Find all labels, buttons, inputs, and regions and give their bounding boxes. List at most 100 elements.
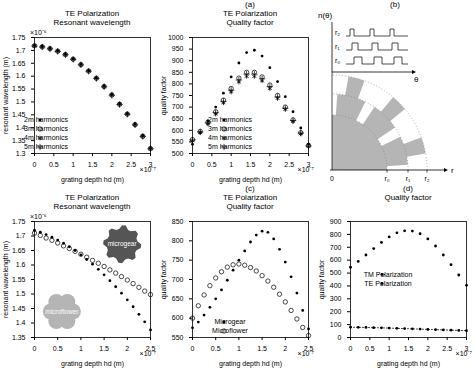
- svg-text:resonant wavelength (m): resonant wavelength (m): [2, 241, 10, 318]
- svg-text:400: 400: [330, 282, 342, 289]
- svg-text:r: r: [451, 166, 454, 175]
- svg-text:r₁: r₁: [406, 175, 411, 182]
- svg-text:600: 600: [172, 127, 184, 134]
- svg-text:1.7: 1.7: [16, 232, 26, 239]
- svg-text:1.5: 1.5: [16, 98, 26, 105]
- svg-text:1000: 1000: [168, 34, 184, 41]
- svg-text:850: 850: [172, 69, 184, 76]
- svg-text:TM Polarization: TM Polarization: [364, 271, 413, 278]
- svg-text:0.5: 0.5: [53, 345, 63, 352]
- svg-text:1.4: 1.4: [16, 319, 26, 326]
- svg-text:750: 750: [172, 92, 184, 99]
- svg-text:1.75: 1.75: [12, 218, 26, 225]
- svg-text:4m harmonics: 4m harmonics: [24, 134, 68, 141]
- svg-text:800: 800: [172, 80, 184, 87]
- svg-text:800: 800: [330, 231, 342, 238]
- svg-text:200: 200: [330, 308, 342, 315]
- svg-text:900: 900: [330, 218, 342, 225]
- svg-text:550: 550: [172, 138, 184, 145]
- svg-text:650: 650: [172, 295, 184, 302]
- svg-text:0: 0: [191, 161, 195, 168]
- svg-text:100: 100: [330, 321, 342, 328]
- svg-text:r₁: r₁: [335, 43, 340, 50]
- svg-text:3m harmonics: 3m harmonics: [24, 125, 68, 132]
- svg-text:TE Polarization: TE Polarization: [364, 280, 412, 287]
- svg-text:1: 1: [229, 161, 233, 168]
- svg-text:0: 0: [33, 161, 37, 168]
- svg-text:2: 2: [110, 161, 114, 168]
- svg-text:0: 0: [338, 334, 342, 341]
- svg-text:850: 850: [172, 218, 184, 225]
- svg-text:grating depth hd (m): grating depth hd (m): [61, 176, 124, 184]
- svg-text:×10⁻⁷: ×10⁻⁷: [140, 350, 157, 357]
- svg-text:1.75: 1.75: [12, 34, 26, 41]
- svg-text:550: 550: [172, 334, 184, 341]
- svg-text:300: 300: [330, 295, 342, 302]
- svg-text:Microflower: Microflower: [212, 327, 248, 334]
- svg-text:1.6: 1.6: [16, 72, 26, 79]
- svg-text:1: 1: [387, 345, 391, 352]
- svg-text:600: 600: [330, 256, 342, 263]
- svg-text:0: 0: [330, 175, 334, 182]
- svg-text:1.5: 1.5: [88, 161, 98, 168]
- svg-text:0.5: 0.5: [211, 345, 221, 352]
- svg-text:700: 700: [172, 276, 184, 283]
- svg-text:1: 1: [237, 345, 241, 352]
- svg-text:×10⁻⁷: ×10⁻⁷: [456, 350, 473, 357]
- svg-text:650: 650: [172, 115, 184, 122]
- svg-text:r₂: r₂: [335, 29, 340, 36]
- svg-text:500: 500: [330, 269, 342, 276]
- svg-text:0.5: 0.5: [49, 161, 59, 168]
- svg-text:2.5: 2.5: [284, 161, 294, 168]
- svg-text:2.5: 2.5: [126, 161, 136, 168]
- svg-text:0: 0: [349, 345, 353, 352]
- svg-text:1.55: 1.55: [12, 276, 26, 283]
- svg-text:700: 700: [330, 244, 342, 251]
- svg-text:1: 1: [79, 345, 83, 352]
- svg-text:1.55: 1.55: [12, 85, 26, 92]
- svg-text:600: 600: [172, 314, 184, 321]
- svg-text:4m harmonics: 4m harmonics: [208, 134, 252, 141]
- svg-text:2m harmonics: 2m harmonics: [24, 116, 68, 123]
- svg-text:resonant wavelength (m): resonant wavelength (m): [2, 57, 10, 134]
- svg-text:700: 700: [172, 103, 184, 110]
- svg-text:2: 2: [283, 345, 287, 352]
- svg-text:500: 500: [172, 150, 184, 157]
- svg-text:800: 800: [172, 237, 184, 244]
- svg-text:microgear: microgear: [108, 240, 138, 248]
- svg-text:2.5: 2.5: [442, 345, 452, 352]
- svg-text:grating depth hd (m): grating depth hd (m): [219, 176, 282, 184]
- svg-text:1.5: 1.5: [257, 345, 267, 352]
- svg-text:×10⁻⁷: ×10⁻⁷: [140, 166, 157, 173]
- svg-text:0: 0: [191, 345, 195, 352]
- svg-text:grating depth hd (m): grating depth hd (m): [219, 360, 282, 368]
- svg-text:Microgear: Microgear: [214, 318, 246, 326]
- svg-text:1.5: 1.5: [99, 345, 109, 352]
- svg-text:quality factor: quality factor: [160, 75, 168, 115]
- svg-text:1.65: 1.65: [12, 60, 26, 67]
- svg-text:5m harmonics: 5m harmonics: [24, 143, 68, 150]
- svg-text:×10⁻⁷: ×10⁻⁷: [298, 166, 315, 173]
- svg-text:1: 1: [71, 161, 75, 168]
- svg-text:×10⁻⁶: ×10⁻⁶: [30, 29, 47, 36]
- svg-text:2: 2: [125, 345, 129, 352]
- svg-text:grating depth hd (m): grating depth hd (m): [377, 360, 440, 368]
- svg-text:grating depth hd (m): grating depth hd (m): [61, 360, 124, 368]
- svg-text:3m harmonics: 3m harmonics: [208, 125, 252, 132]
- svg-text:1.5: 1.5: [246, 161, 256, 168]
- svg-text:microflower: microflower: [45, 308, 79, 315]
- svg-text:1.35: 1.35: [12, 334, 26, 341]
- svg-text:750: 750: [172, 256, 184, 263]
- svg-text:5m harmonics: 5m harmonics: [208, 143, 252, 150]
- svg-text:0.5: 0.5: [207, 161, 217, 168]
- svg-text:r₀: r₀: [384, 175, 389, 182]
- svg-text:1.65: 1.65: [12, 247, 26, 254]
- svg-text:1.5: 1.5: [16, 290, 26, 297]
- svg-text:2: 2: [268, 161, 272, 168]
- svg-text:2: 2: [426, 345, 430, 352]
- svg-text:950: 950: [172, 45, 184, 52]
- svg-text:r₀: r₀: [335, 57, 340, 64]
- svg-text:quality factor: quality factor: [318, 259, 326, 299]
- svg-text:×10⁻⁶: ×10⁻⁶: [30, 213, 47, 220]
- svg-text:r₂: r₂: [424, 175, 429, 182]
